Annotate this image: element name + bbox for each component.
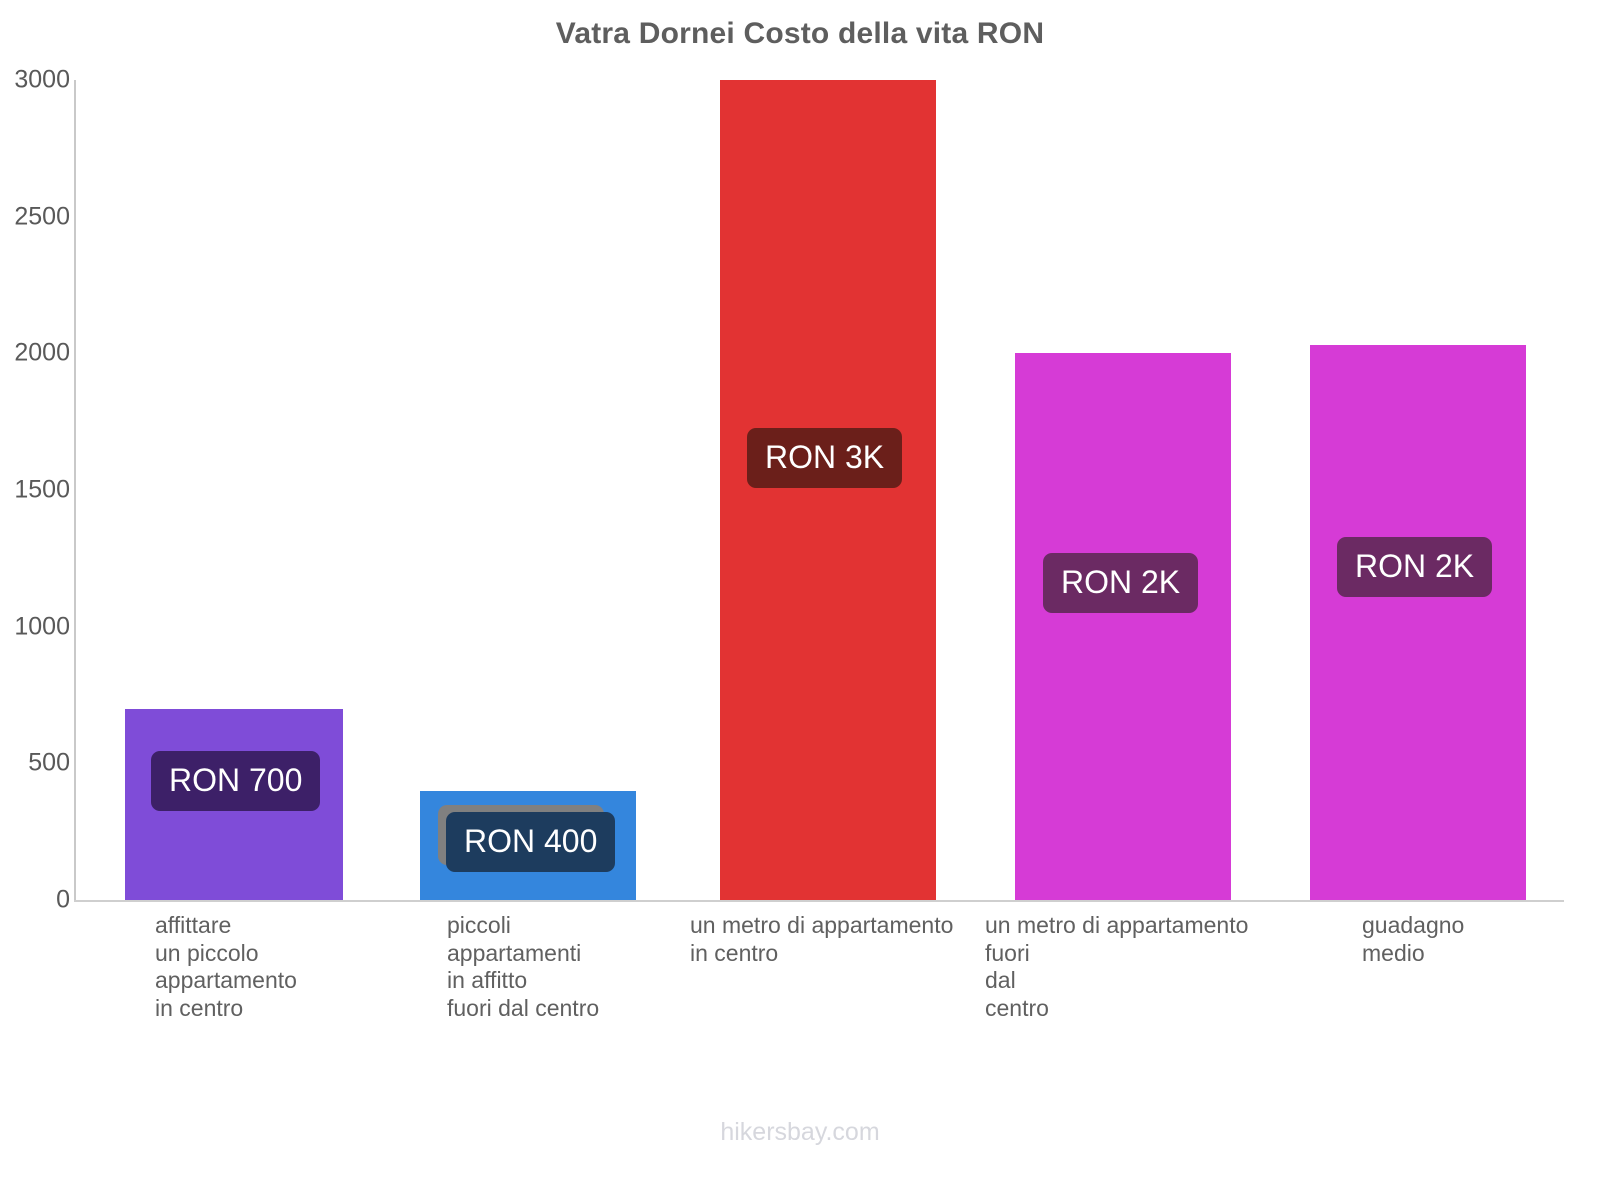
bar-value-label: RON 400 xyxy=(446,811,616,872)
bars-layer: RON 700 RON 400 RON 3K RON 2K RON 2K xyxy=(125,80,1526,900)
y-axis-line xyxy=(74,80,76,900)
y-tick-label: 2500 xyxy=(14,202,70,231)
plot-area: 0 500 1000 1500 2000 2500 3000 RON 700 RON 400 R… xyxy=(0,0,1564,960)
x-category-label: piccoli appartamenti in affitto fuori da… xyxy=(447,912,600,1021)
bar-value-label: RON 2K xyxy=(1337,537,1493,598)
bar-value-label: RON 2K xyxy=(1043,553,1199,614)
bar-value-label: RON 700 xyxy=(151,750,321,811)
x-category-label: guadagno medio xyxy=(1362,912,1465,966)
bar[interactable] xyxy=(1015,353,1231,900)
y-tick-label: 1000 xyxy=(14,612,70,641)
y-tick-label: 1500 xyxy=(14,475,70,504)
site-watermark: hikersbay.com xyxy=(720,1118,880,1146)
x-axis-line xyxy=(74,900,1564,902)
y-tick-label: 0 xyxy=(56,885,70,914)
x-category-label: affittare un piccolo appartamento in cen… xyxy=(155,912,297,1021)
bar-value-label: RON 3K xyxy=(747,428,903,488)
y-axis-tick-labels: 0 500 1000 1500 2000 2500 3000 xyxy=(0,0,70,960)
chart-title: Vatra Dornei Costo della vita RON xyxy=(555,17,1045,50)
bar[interactable] xyxy=(1310,345,1526,900)
y-tick-label: 3000 xyxy=(14,65,70,94)
x-category-label: un metro di appartamento fuori dal centr… xyxy=(985,912,1249,1021)
y-tick-label: 2000 xyxy=(14,338,70,367)
bar[interactable] xyxy=(720,80,936,900)
y-tick-label: 500 xyxy=(28,748,70,777)
x-category-label: un metro di appartamento in centro xyxy=(690,912,954,966)
x-axis-category-labels: affittare un piccolo appartamento in cen… xyxy=(0,912,1600,1092)
